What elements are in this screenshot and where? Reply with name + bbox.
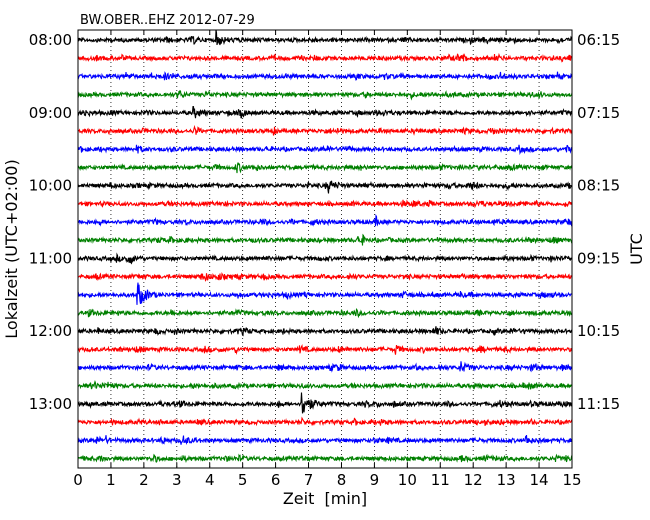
trace-row [77,213,573,227]
x-tick-label: 1 [106,471,116,489]
right-tick-label: 08:15 [577,177,620,195]
trace-row [77,392,573,414]
right-axis-label: UTC [627,233,646,265]
x-tick-label: 10 [398,471,417,489]
left-axis-label: Lokalzeit (UTC+02:00) [2,159,21,338]
trace-row [77,343,573,355]
trace-lines [77,29,573,464]
right-tick-label: 07:15 [577,104,620,122]
x-tick-label: 0 [73,471,83,489]
trace-row [77,144,573,156]
trace-row [77,282,573,305]
x-tick-label: 13 [497,471,516,489]
x-tick-label: 14 [530,471,549,489]
left-tick-label: 12:00 [29,322,72,340]
right-axis-ticks: 06:15 07:15 08:15 09:15 10:15 11:15 [567,31,620,413]
x-tick-label: 9 [370,471,380,489]
left-tick-label: 08:00 [29,31,72,49]
right-tick-label: 09:15 [577,249,620,267]
right-tick-label: 11:15 [577,395,620,413]
x-tick-label: 8 [337,471,347,489]
x-tick-label: 11 [431,471,450,489]
trace-row [77,416,573,427]
trace-row [77,326,573,337]
chart-title: BW.OBER..EHZ 2012-07-29 [80,13,255,28]
trace-row [77,180,573,194]
trace-row [77,162,573,174]
plot-frame [77,29,573,469]
trace-row [77,29,573,46]
left-tick-label: 09:00 [29,104,72,122]
right-tick-label: 10:15 [577,322,620,340]
trace-row [77,71,573,81]
x-tick-label: 7 [304,471,314,489]
trace-row [77,124,573,136]
trace-row [77,199,573,209]
trace-row [77,434,573,445]
left-tick-label: 13:00 [29,395,72,413]
left-tick-label: 10:00 [29,177,72,195]
x-tick-label: 4 [205,471,215,489]
trace-row [77,89,573,101]
x-tick-label: 12 [464,471,483,489]
x-tick-label: 3 [172,471,182,489]
x-tick-label: 2 [139,471,149,489]
x-axis-label: Zeit [min] [283,489,367,508]
trace-row [77,453,573,464]
x-tick-label: 15 [562,471,581,489]
right-tick-label: 06:15 [577,31,620,49]
trace-row [77,308,573,319]
x-axis-ticks: 0 1 2 3 4 5 6 7 8 9 10 11 12 13 14 15 [73,30,582,489]
trace-row [77,233,573,246]
left-axis-ticks: 08:00 09:00 10:00 11:00 12:00 13:00 [29,31,83,413]
x-tick-label: 5 [238,471,248,489]
trace-row [77,52,573,63]
trace-row [77,271,573,282]
trace-row [77,379,573,391]
left-tick-label: 11:00 [29,249,72,267]
x-tick-label: 6 [271,471,281,489]
trace-row [77,361,573,373]
trace-row [77,252,573,265]
trace-row [77,106,573,119]
